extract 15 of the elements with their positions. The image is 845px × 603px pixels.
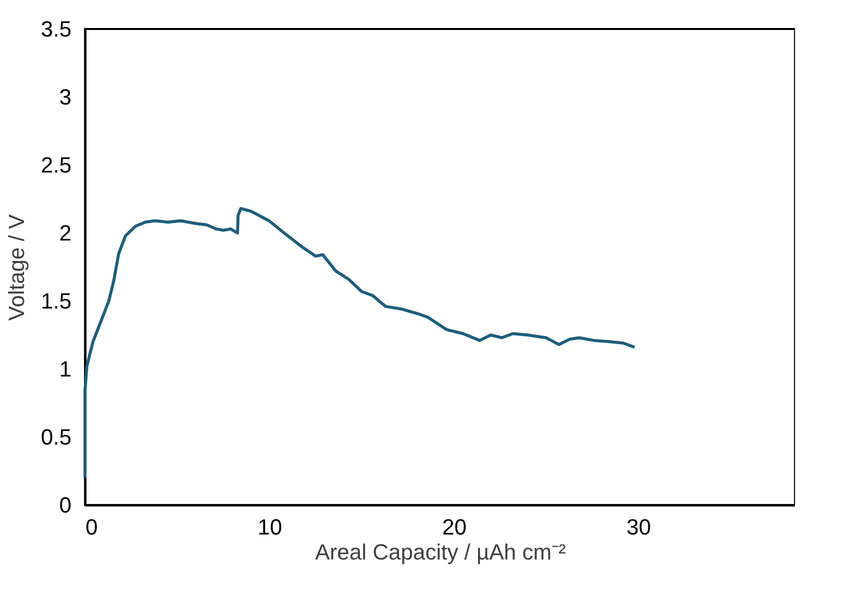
- x-tick-label: 20: [442, 514, 467, 540]
- y-tick-label: 1: [59, 356, 72, 382]
- y-tick-label: 2.5: [40, 152, 72, 178]
- y-tick-label: 1.5: [40, 288, 72, 314]
- x-tick-label: 10: [258, 514, 282, 540]
- y-tick-label: 0: [59, 492, 72, 518]
- line-series: [84, 207, 636, 480]
- x-tick-label: 0: [86, 514, 98, 540]
- y-tick-label: 0.5: [40, 424, 72, 450]
- y-tick-label: 2: [59, 220, 72, 246]
- x-tick-label: 30: [626, 514, 651, 540]
- y-tick-label: 3.5: [40, 16, 72, 42]
- x-axis-title: Areal Capacity / µAh cm⁻²: [315, 540, 566, 564]
- y-axis-title: Voltage / V: [4, 214, 29, 321]
- y-tick-label: 3: [59, 84, 72, 110]
